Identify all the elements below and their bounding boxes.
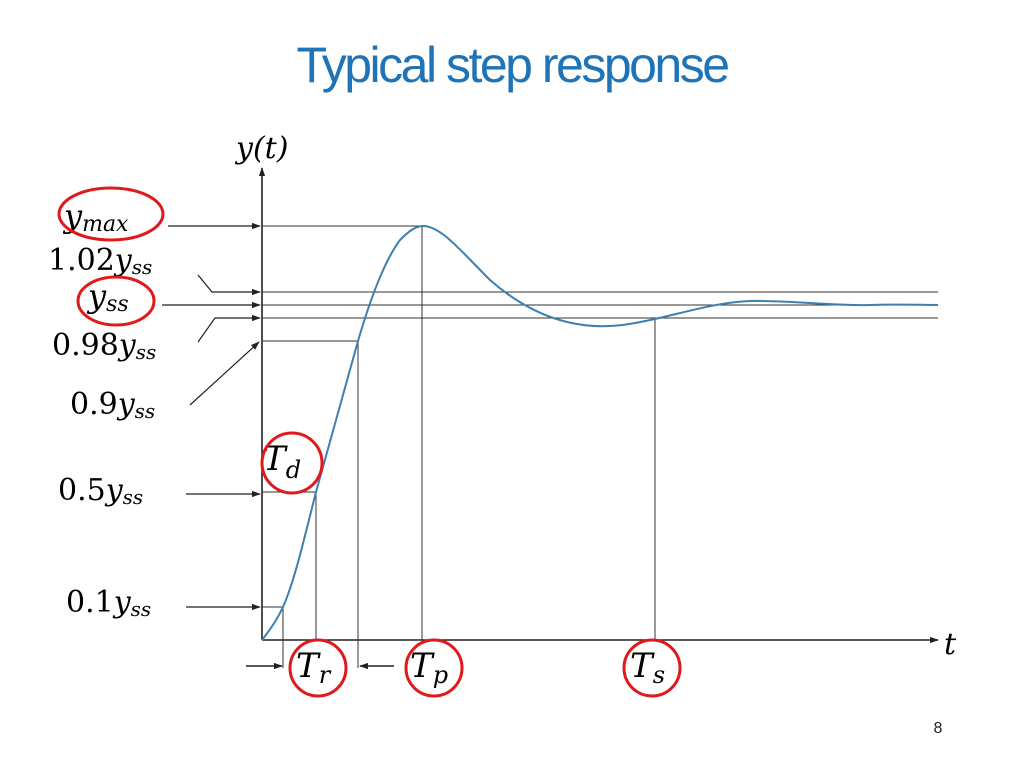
- y-axis-label: y(t): [234, 131, 288, 166]
- tp-highlight-ring: [404, 638, 464, 698]
- page-number: 8: [933, 720, 943, 737]
- ts-highlight-ring: [622, 638, 682, 698]
- page-title: Typical step response: [296, 37, 730, 93]
- td-highlight-ring: [260, 431, 324, 495]
- tp-label: Tp: [410, 646, 448, 689]
- yss-highlight-ring: [76, 275, 156, 327]
- y01-label: 0.1yss: [66, 585, 151, 621]
- tr-highlight-ring: [288, 638, 348, 698]
- y09-arrow: [189, 341, 260, 406]
- y102-label: 1.02yss: [48, 243, 152, 279]
- ymax-highlight-ring: [57, 186, 165, 242]
- y102-arrow: [197, 274, 261, 296]
- y098-arrow: [197, 314, 261, 343]
- y05-label: 0.5yss: [58, 473, 143, 509]
- step-response-curve: [261, 224, 939, 641]
- ymax-label: ymax: [62, 197, 129, 237]
- y098-label: 0.98yss: [52, 328, 156, 364]
- yss-label: yss: [86, 277, 129, 317]
- ts-label: Ts: [630, 646, 665, 689]
- tr-label: Tr: [296, 646, 332, 689]
- y09-label: 0.9yss: [70, 387, 155, 423]
- x-axis-label: t: [944, 627, 957, 662]
